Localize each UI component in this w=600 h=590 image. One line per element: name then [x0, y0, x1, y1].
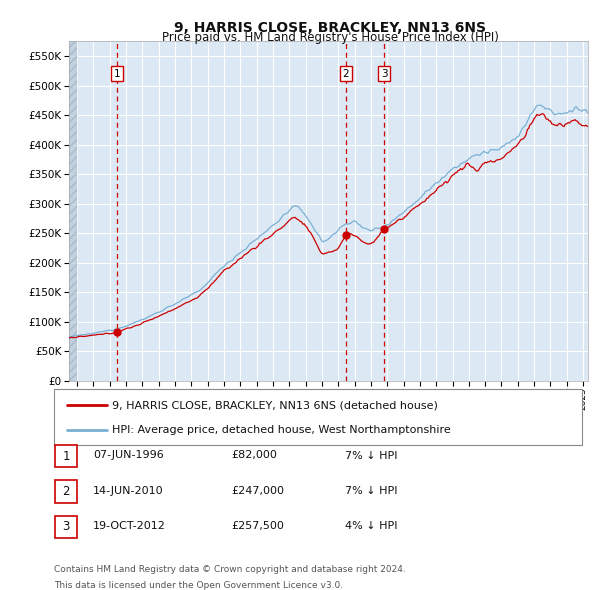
Text: £82,000: £82,000	[231, 451, 277, 460]
Text: This data is licensed under the Open Government Licence v3.0.: This data is licensed under the Open Gov…	[54, 581, 343, 590]
Text: 9, HARRIS CLOSE, BRACKLEY, NN13 6NS: 9, HARRIS CLOSE, BRACKLEY, NN13 6NS	[174, 21, 486, 35]
Text: 7% ↓ HPI: 7% ↓ HPI	[345, 486, 398, 496]
Text: 2: 2	[62, 485, 70, 498]
Text: 07-JUN-1996: 07-JUN-1996	[93, 451, 164, 460]
Text: 1: 1	[62, 450, 70, 463]
FancyBboxPatch shape	[55, 445, 77, 467]
Text: 14-JUN-2010: 14-JUN-2010	[93, 486, 164, 496]
Text: 4% ↓ HPI: 4% ↓ HPI	[345, 522, 398, 531]
FancyBboxPatch shape	[55, 516, 77, 538]
Text: 7% ↓ HPI: 7% ↓ HPI	[345, 451, 398, 460]
Text: 9, HARRIS CLOSE, BRACKLEY, NN13 6NS (detached house): 9, HARRIS CLOSE, BRACKLEY, NN13 6NS (det…	[112, 400, 438, 410]
Text: £257,500: £257,500	[231, 522, 284, 531]
Text: HPI: Average price, detached house, West Northamptonshire: HPI: Average price, detached house, West…	[112, 425, 451, 435]
Text: 19-OCT-2012: 19-OCT-2012	[93, 522, 166, 531]
Text: Price paid vs. HM Land Registry's House Price Index (HPI): Price paid vs. HM Land Registry's House …	[161, 31, 499, 44]
Text: 3: 3	[380, 68, 388, 78]
Text: 1: 1	[113, 68, 120, 78]
Text: £247,000: £247,000	[231, 486, 284, 496]
FancyBboxPatch shape	[54, 389, 582, 445]
Text: 3: 3	[62, 520, 70, 533]
Bar	[69, 41, 77, 381]
Text: Contains HM Land Registry data © Crown copyright and database right 2024.: Contains HM Land Registry data © Crown c…	[54, 565, 406, 573]
FancyBboxPatch shape	[55, 480, 77, 503]
Text: 2: 2	[343, 68, 349, 78]
